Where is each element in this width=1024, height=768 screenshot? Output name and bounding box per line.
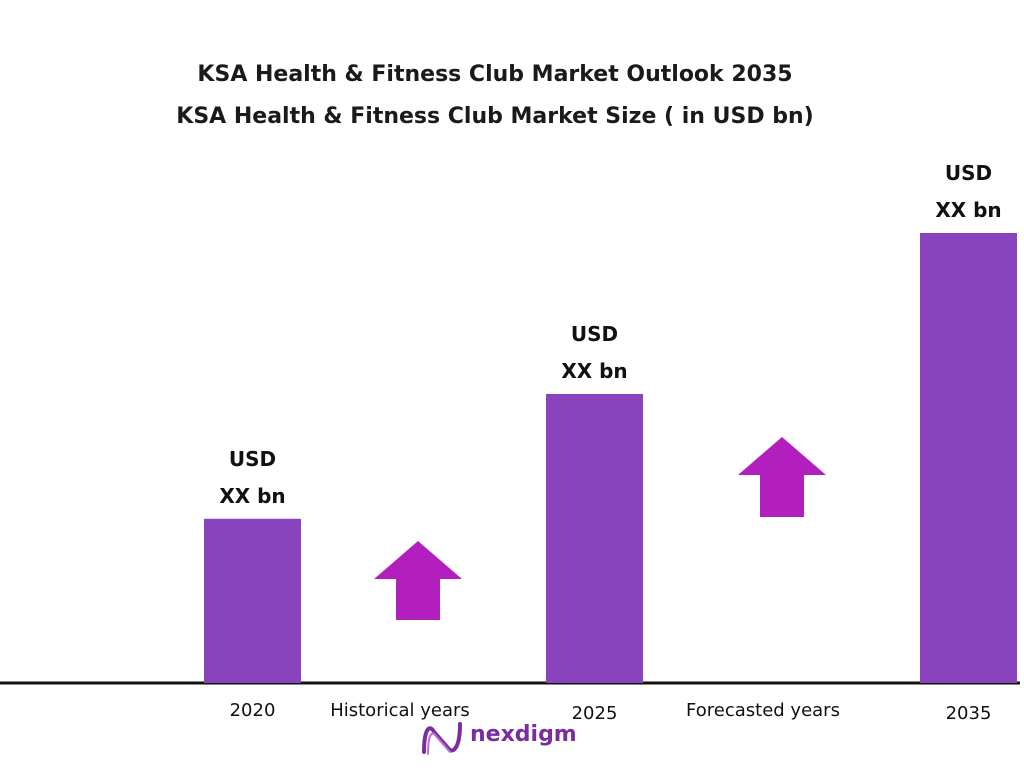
growth-arrow-historical bbox=[374, 541, 462, 620]
bar-2020 bbox=[204, 518, 301, 683]
bar-2035 bbox=[920, 233, 1017, 683]
chart-subtitle: KSA Health & Fitness Club Market Size ( … bbox=[176, 104, 814, 129]
chart-title: KSA Health & Fitness Club Market Outlook… bbox=[197, 62, 793, 87]
bar-value-label-2020-amount: XX bn bbox=[219, 483, 286, 508]
bar-value-label-2020-currency: USD bbox=[228, 446, 277, 471]
x-tick-2025: 2025 bbox=[571, 703, 618, 724]
nexdigm-logo-icon bbox=[422, 722, 462, 755]
annotation-historical-years: Historical years bbox=[330, 700, 470, 721]
bar-2025 bbox=[546, 393, 643, 683]
nexdigm-logo-text: nexdigm bbox=[470, 722, 577, 747]
annotation-forecasted-years: Forecasted years bbox=[686, 700, 840, 721]
x-tick-2035: 2035 bbox=[945, 703, 992, 724]
x-tick-2020: 2020 bbox=[229, 700, 276, 721]
bar-value-label-2035-currency: USD bbox=[944, 161, 993, 185]
bar-value-label-2025-amount: XX bn bbox=[561, 358, 628, 383]
bar-value-label-2025-currency: USD bbox=[570, 321, 619, 346]
growth-arrow-forecast bbox=[738, 437, 826, 517]
bar-value-label-2035-amount: XX bn bbox=[935, 198, 1002, 222]
